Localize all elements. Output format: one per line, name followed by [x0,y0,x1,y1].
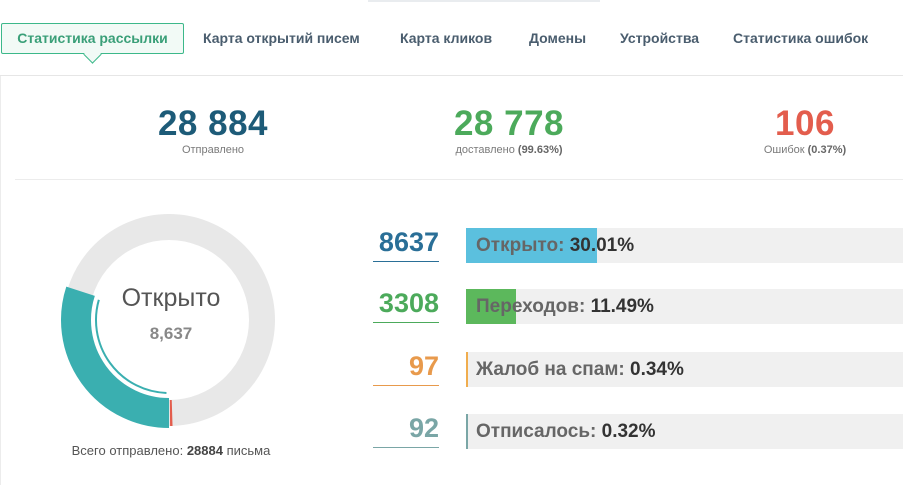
unsubscribed-count-underline [373,447,439,448]
opened-count: 8637 [378,227,439,257]
total-sent-unit: письма [226,443,271,458]
opened-bar-label: Открыто: 30.01% [476,228,634,263]
total-sent-label: Всего отправлено: [71,443,184,458]
clicks-count-underline [373,322,439,323]
clicks-label: Переходов: [476,296,586,317]
clicks-count: 3308 [378,288,439,318]
tab-domains[interactable]: Домены [529,30,587,46]
donut-title: Открыто [121,284,221,312]
delivered-label: доставлено [455,144,515,156]
total-sent: Всего отправлено: 28884 письма [23,443,319,458]
spam-bar-track: Жалоб на спам: 0.34% [466,352,903,387]
tab-mailing-stats[interactable]: Статистика рассылки [1,23,184,54]
clicks-bar-fill [466,289,516,324]
opened-donut-chart [61,214,275,428]
opened-percent: 30.01% [569,235,635,256]
summary-delivered: 28 778 доставлено (99.63%) [389,104,629,157]
spam-count: 97 [408,351,439,381]
clicks-bar-track: Переходов: 11.49% [466,289,903,324]
unsubscribed-count: 92 [408,413,439,443]
donut-opened-arc [61,286,170,428]
stat-row-opened: 8637 Открыто: 30.01% [1,226,903,266]
sent-count: 28 884 [157,104,269,143]
unsubscribed-label: Отписалось: [476,421,597,442]
stat-row-clicks: 3308 Переходов: 11.49% [1,287,903,327]
tab-error-stats[interactable]: Статистика ошибок [733,30,869,46]
unsubscribed-bar-track: Отписалось: 0.32% [466,414,903,449]
unsubscribed-percent: 0.32% [601,421,656,442]
tab-devices[interactable]: Устройства [620,30,700,46]
sent-label: Отправлено [181,144,245,156]
opened-label: Открыто: [476,235,565,256]
summary-sent: 28 884 Отправлено [93,104,333,157]
stat-row-spam: 97 Жалоб на спам: 0.34% [1,350,903,390]
top-accent-line [368,0,600,2]
opened-bar-track: Открыто: 30.01% [466,228,903,263]
tab-clicks-map[interactable]: Карта кликов [400,30,493,46]
spam-bar-label: Жалоб на спам: 0.34% [476,352,684,387]
spam-percent: 0.34% [630,359,684,380]
total-sent-value: 28884 [186,443,223,458]
tab-opens-map[interactable]: Карта открытий писем [203,30,360,46]
delivered-count: 28 778 [453,104,565,143]
stat-row-unsubscribed: 92 Отписалось: 0.32% [1,412,903,452]
errors-label: Ошибок [763,144,805,156]
donut-value: 8,637 [149,324,193,343]
errors-count: 106 [775,104,835,143]
spam-label: Жалоб на спам: [476,359,625,380]
unsubscribed-bar-fill [466,414,468,449]
opened-bar-fill [466,228,597,263]
stats-panel: 28 884 Отправлено 28 778 доставлено (99.… [0,76,903,485]
errors-percent: (0.37%) [807,144,847,156]
spam-bar-fill [466,352,468,387]
donut-opened-inner-line [94,299,167,394]
tab-bar: Статистика рассылки Карта открытий писем… [0,0,903,76]
delivered-percent: (99.63%) [517,144,563,156]
clicks-percent: 11.49% [590,296,654,317]
summary-divider [15,179,903,180]
spam-count-underline [373,385,439,386]
clicks-bar-label: Переходов: 11.49% [476,289,654,324]
summary-errors: 106 Ошибок (0.37%) [685,104,903,157]
opened-count-underline [373,261,439,262]
unsubscribed-bar-label: Отписалось: 0.32% [476,414,656,449]
